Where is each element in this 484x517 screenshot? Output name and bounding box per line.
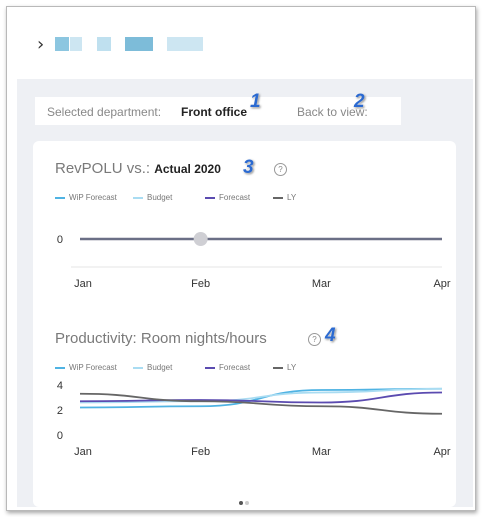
legend-item[interactable]: LY bbox=[273, 193, 296, 202]
series-line-forecast bbox=[79, 391, 443, 404]
legend-swatch bbox=[205, 366, 215, 369]
x-tick-label: Apr bbox=[433, 278, 450, 290]
pagination-dot[interactable] bbox=[245, 501, 249, 505]
x-tick-label: Apr bbox=[433, 446, 450, 458]
legend-item[interactable]: Budget bbox=[133, 363, 172, 372]
y-tick-label: 0 bbox=[57, 430, 63, 442]
revpolu-chart: 0 Jan Feb Mar Apr bbox=[57, 232, 451, 290]
legend-label: LY bbox=[287, 363, 297, 372]
legend-item[interactable]: WiP Forecast bbox=[55, 193, 117, 202]
legend-chart1: WiP Forecast Budget Forecast LY bbox=[55, 193, 455, 203]
highlight-point bbox=[193, 232, 208, 246]
back-to-view-link[interactable]: Back to view: bbox=[297, 105, 368, 119]
x-tick-label: Mar bbox=[312, 278, 331, 290]
productivity-title: Productivity: Room nights/hours bbox=[55, 330, 267, 347]
legend-item[interactable]: Budget bbox=[133, 193, 172, 202]
x-tick-label: Jan bbox=[74, 278, 92, 290]
legend-swatch bbox=[273, 366, 283, 369]
revpolu-title-prefix: RevPOLU vs.: bbox=[55, 160, 151, 177]
chevron-right-icon[interactable]: › bbox=[37, 34, 45, 55]
legend-chart2: WiP Forecast Budget Forecast LY bbox=[55, 363, 455, 373]
legend-item[interactable]: Forecast bbox=[205, 193, 250, 202]
revpolu-title: RevPOLU vs.: Actual 2020 bbox=[55, 160, 221, 177]
series-line-budget bbox=[79, 387, 443, 404]
annotation-badge-3: 3 bbox=[243, 157, 254, 178]
productivity-chart: 4 2 0 Jan Feb Mar Apr bbox=[57, 380, 451, 458]
legend-swatch bbox=[205, 196, 215, 199]
header: › bbox=[7, 7, 475, 79]
breadcrumb-segment[interactable] bbox=[125, 37, 153, 51]
legend-label: WiP Forecast bbox=[69, 363, 117, 372]
comparison-dropdown[interactable]: Actual 2020 bbox=[154, 162, 221, 176]
y-tick-label: 2 bbox=[57, 405, 63, 417]
series-line-wip-forecast bbox=[79, 387, 443, 409]
department-selector[interactable]: Selected department: Front office Back t… bbox=[35, 97, 401, 125]
help-icon[interactable]: ? bbox=[308, 333, 321, 346]
pagination-dot[interactable] bbox=[239, 501, 243, 505]
legend-label: Forecast bbox=[219, 193, 251, 202]
legend-item[interactable]: WiP Forecast bbox=[55, 363, 117, 372]
legend-label: Budget bbox=[147, 193, 173, 202]
x-tick-label: Mar bbox=[312, 446, 331, 458]
breadcrumb-segment[interactable] bbox=[97, 37, 111, 51]
y-tick-label: 0 bbox=[57, 234, 63, 246]
y-tick-label: 4 bbox=[57, 380, 63, 392]
breadcrumb-segment[interactable] bbox=[55, 37, 69, 51]
breadcrumb-segment[interactable] bbox=[167, 37, 203, 51]
annotation-badge-4: 4 bbox=[325, 325, 336, 346]
pagination-dots[interactable] bbox=[238, 492, 250, 510]
legend-swatch bbox=[273, 196, 283, 199]
x-tick-label: Jan bbox=[74, 446, 92, 458]
series-line-ly bbox=[79, 392, 443, 415]
selected-department-label: Selected department: bbox=[47, 105, 162, 119]
chart-card: RevPOLU vs.: Actual 2020 3 ? WiP Forecas… bbox=[33, 141, 456, 507]
breadcrumb-segment[interactable] bbox=[70, 37, 82, 51]
legend-label: WiP Forecast bbox=[69, 193, 117, 202]
annotation-badge-2: 2 bbox=[354, 91, 365, 112]
legend-swatch bbox=[55, 196, 65, 199]
x-tick-label: Feb bbox=[191, 278, 210, 290]
legend-swatch bbox=[55, 366, 65, 369]
legend-label: LY bbox=[287, 193, 297, 202]
legend-label: Forecast bbox=[219, 363, 251, 372]
window-frame: › Selected department: Front office Back… bbox=[6, 6, 476, 511]
legend-item[interactable]: Forecast bbox=[205, 363, 250, 372]
legend-swatch bbox=[133, 366, 143, 369]
help-icon[interactable]: ? bbox=[274, 163, 287, 176]
annotation-badge-1: 1 bbox=[250, 91, 261, 112]
x-tick-label: Feb bbox=[191, 446, 210, 458]
legend-item[interactable]: LY bbox=[273, 363, 296, 372]
content-panel: Selected department: Front office Back t… bbox=[17, 79, 473, 507]
legend-label: Budget bbox=[147, 363, 173, 372]
legend-swatch bbox=[133, 196, 143, 199]
selected-department-value[interactable]: Front office bbox=[181, 105, 247, 119]
